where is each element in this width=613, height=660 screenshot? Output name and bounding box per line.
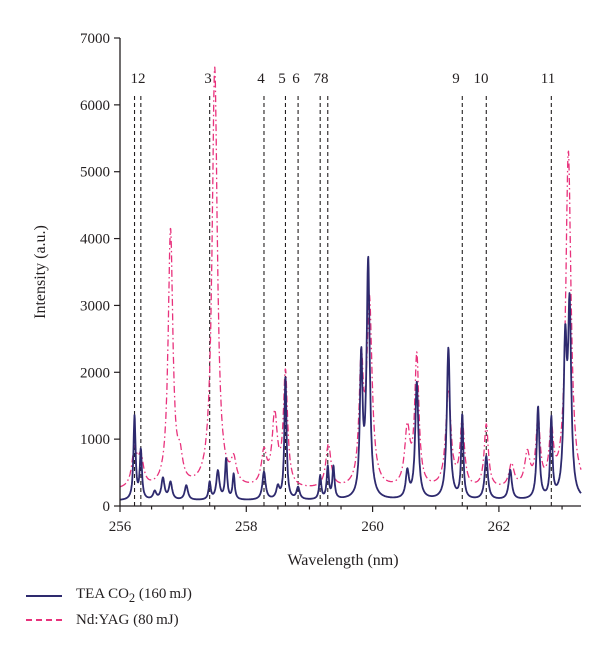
legend-swatch-nd-yag (26, 619, 62, 621)
peak-label-4: 4 (257, 71, 265, 87)
y-tick-label: 5000 (80, 165, 110, 181)
peak-label-7-8: 78 (314, 71, 329, 87)
peak-label-10: 10 (474, 71, 489, 87)
y-axis-title: Intensity (a.u.) (32, 225, 49, 319)
y-tick-label: 6000 (80, 98, 110, 114)
y-tick-label: 1000 (80, 432, 110, 448)
legend-label-tea-co2: TEA CO2 (160 mJ) (76, 586, 192, 605)
legend-item-nd-yag: Nd:YAG (80 mJ) (26, 608, 192, 632)
x-tick-label: 260 (361, 519, 384, 535)
peak-label-3: 3 (204, 71, 212, 87)
peak-label-9: 9 (452, 71, 460, 87)
x-tick-label: 262 (488, 519, 511, 535)
x-tick-label: 258 (235, 519, 258, 535)
peak-label-6: 6 (292, 71, 300, 87)
peak-label-1-2: 12 (131, 71, 146, 87)
legend-label-nd-yag: Nd:YAG (80 mJ) (76, 611, 179, 628)
legend-swatch-tea-co2 (26, 595, 62, 597)
x-tick-label: 256 (109, 519, 132, 535)
peak-label-5: 5 (278, 71, 286, 87)
series-line-tea-co2 (119, 255, 582, 501)
peak-label-11: 11 (541, 71, 555, 87)
series-line-nd-yag (119, 66, 582, 488)
legend: TEA CO2 (160 mJ) Nd:YAG (80 mJ) (26, 584, 192, 632)
x-axis-title: Wavelength (nm) (287, 552, 398, 569)
y-tick-label: 2000 (80, 365, 110, 381)
y-tick-label: 7000 (80, 31, 110, 47)
y-tick-label: 0 (103, 499, 111, 515)
axes: 0 1000 2000 3000 4000 5000 6000 7000 256 258 260 26… (80, 31, 581, 535)
y-tick-label: 3000 (80, 298, 110, 314)
spectrum-chart: 0 1000 2000 3000 4000 5000 6000 7000 256 258 260 26… (32, 31, 582, 569)
legend-item-tea-co2: TEA CO2 (160 mJ) (26, 584, 192, 608)
y-tick-label: 4000 (80, 232, 110, 248)
series-lines (119, 66, 582, 501)
peak-marker-lines (133, 96, 552, 506)
